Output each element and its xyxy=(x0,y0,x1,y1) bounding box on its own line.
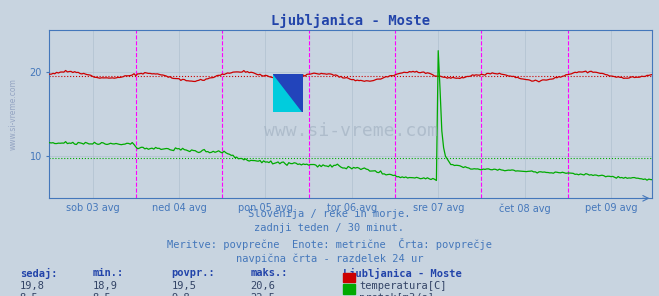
Text: www.si-vreme.com: www.si-vreme.com xyxy=(9,78,18,150)
Polygon shape xyxy=(273,74,303,112)
Text: min.:: min.: xyxy=(92,268,123,278)
Text: temperatura[C]: temperatura[C] xyxy=(359,281,447,291)
Text: www.si-vreme.com: www.si-vreme.com xyxy=(264,122,438,140)
Text: povpr.:: povpr.: xyxy=(171,268,215,278)
Text: 9,8: 9,8 xyxy=(171,293,190,296)
Text: 19,5: 19,5 xyxy=(171,281,196,291)
Text: pretok[m3/s]: pretok[m3/s] xyxy=(359,293,434,296)
Text: 22,5: 22,5 xyxy=(250,293,275,296)
Text: 8,5: 8,5 xyxy=(20,293,38,296)
Text: Slovenija / reke in morje.: Slovenija / reke in morje. xyxy=(248,209,411,219)
Text: 18,9: 18,9 xyxy=(92,281,117,291)
Text: 19,8: 19,8 xyxy=(20,281,45,291)
Text: Meritve: povprečne  Enote: metrične  Črta: povprečje: Meritve: povprečne Enote: metrične Črta:… xyxy=(167,238,492,250)
Text: Ljubljanica - Moste: Ljubljanica - Moste xyxy=(343,268,461,279)
Text: navpična črta - razdelek 24 ur: navpična črta - razdelek 24 ur xyxy=(236,253,423,263)
Title: Ljubljanica - Moste: Ljubljanica - Moste xyxy=(272,14,430,28)
Text: 20,6: 20,6 xyxy=(250,281,275,291)
Text: 8,5: 8,5 xyxy=(92,293,111,296)
Text: maks.:: maks.: xyxy=(250,268,288,278)
Text: sedaj:: sedaj: xyxy=(20,268,57,279)
Polygon shape xyxy=(273,74,303,112)
Polygon shape xyxy=(273,74,303,112)
Text: zadnji teden / 30 minut.: zadnji teden / 30 minut. xyxy=(254,223,405,234)
